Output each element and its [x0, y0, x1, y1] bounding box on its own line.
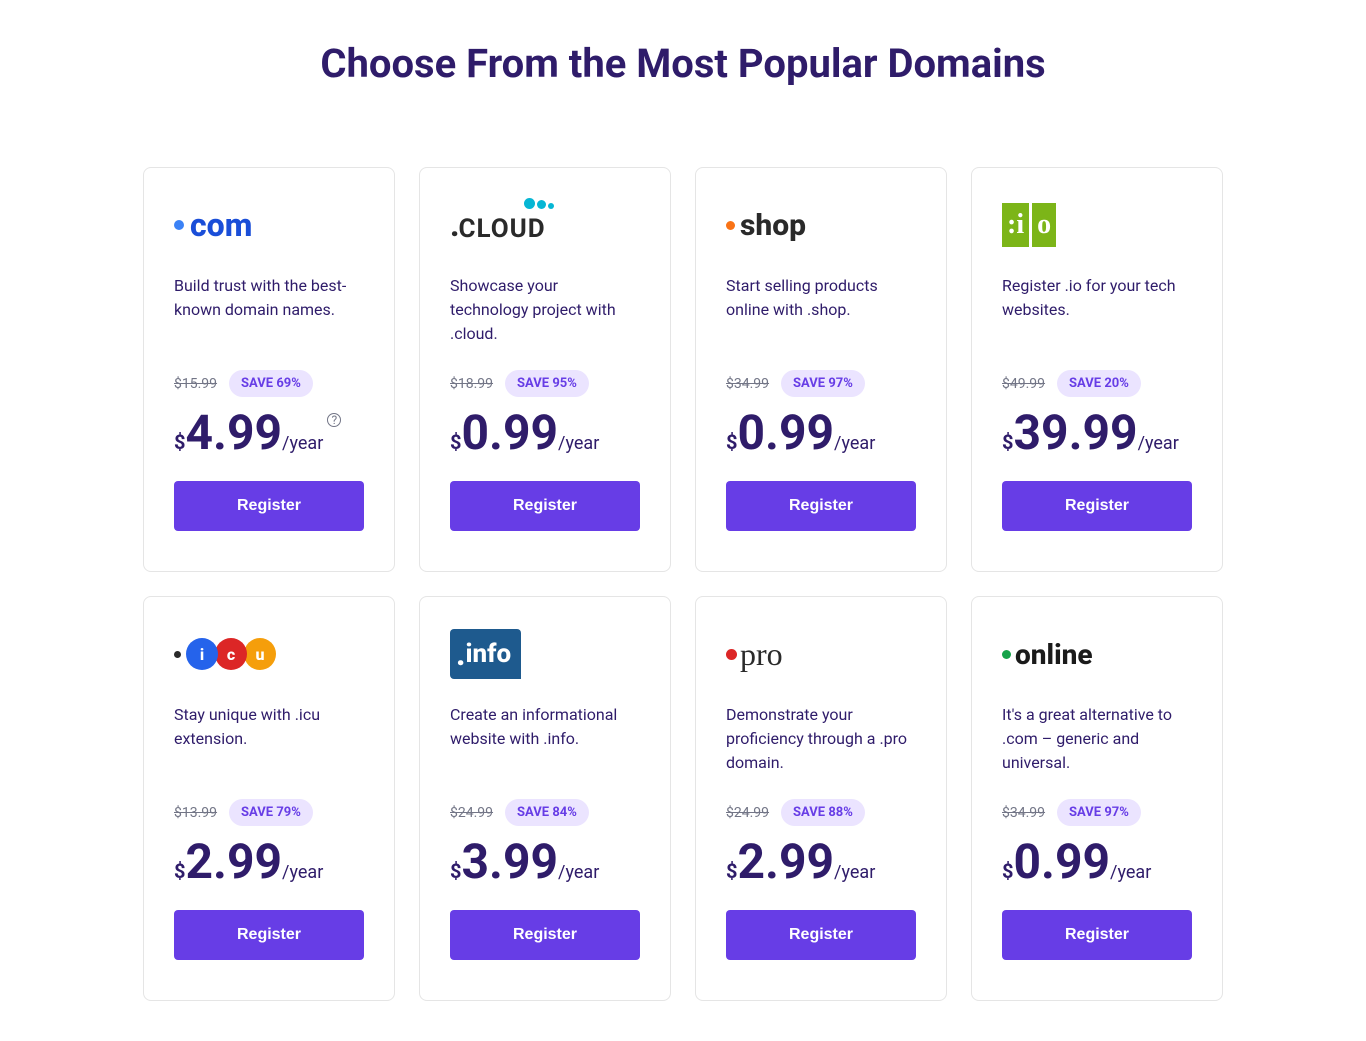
price-line: $ 39.99 /year — [1002, 409, 1192, 457]
save-badge: SAVE 97% — [1057, 799, 1141, 826]
domain-card-io: :io Register .io for your tech websites.… — [971, 167, 1223, 572]
price-period: /year — [834, 433, 875, 454]
domain-logo: shop — [726, 200, 916, 250]
price-period: /year — [282, 862, 323, 883]
domain-card-com: com Build trust with the best-known doma… — [143, 167, 395, 572]
domain-description: Showcase your technology project with .c… — [450, 274, 640, 346]
cloud-logo: .CLOUD — [450, 206, 546, 244]
domain-description: Create an informational website with .in… — [450, 703, 640, 775]
price-line: $ 2.99 /year — [174, 838, 364, 886]
price-row: $24.99 SAVE 88% — [726, 799, 916, 826]
domain-logo: online — [1002, 629, 1192, 679]
save-badge: SAVE 97% — [781, 370, 865, 397]
price-row: $18.99 SAVE 95% — [450, 370, 640, 397]
save-badge: SAVE 84% — [505, 799, 589, 826]
page-title: Choose From the Most Popular Domains — [143, 40, 1223, 87]
price-line: $ 2.99 /year — [726, 838, 916, 886]
price-line: $ 0.99 /year — [450, 409, 640, 457]
domain-card-cloud: .CLOUD Showcase your technology project … — [419, 167, 671, 572]
old-price: $24.99 — [450, 805, 493, 821]
price-line: $ 0.99 /year — [1002, 838, 1192, 886]
price-amount: 0.99 — [461, 409, 558, 457]
domain-logo: .CLOUD — [450, 200, 640, 250]
info-logo: .info — [450, 629, 521, 679]
old-price: $34.99 — [1002, 805, 1045, 821]
price-row: $13.99 SAVE 79% — [174, 799, 364, 826]
domain-card-shop: shop Start selling products online with … — [695, 167, 947, 572]
domain-card-info: .info Create an informational website wi… — [419, 596, 671, 1001]
price-period: /year — [558, 862, 599, 883]
currency-symbol: $ — [450, 430, 461, 454]
save-badge: SAVE 88% — [781, 799, 865, 826]
domain-card-pro: pro Demonstrate your proficiency through… — [695, 596, 947, 1001]
register-button[interactable]: Register — [1002, 910, 1192, 960]
price-row: $24.99 SAVE 84% — [450, 799, 640, 826]
old-price: $49.99 — [1002, 376, 1045, 392]
currency-symbol: $ — [174, 430, 185, 454]
domain-card-icu: icu Stay unique with .icu extension. $13… — [143, 596, 395, 1001]
price-row: $15.99 SAVE 69% — [174, 370, 364, 397]
save-badge: SAVE 69% — [229, 370, 313, 397]
price-amount: 2.99 — [185, 838, 282, 886]
domain-description: Start selling products online with .shop… — [726, 274, 916, 346]
currency-symbol: $ — [726, 430, 737, 454]
domain-description: Build trust with the best-known domain n… — [174, 274, 364, 346]
domain-description: Register .io for your tech websites. — [1002, 274, 1192, 346]
online-logo: online — [1002, 638, 1093, 671]
domain-description: It's a great alternative to .com – gener… — [1002, 703, 1192, 775]
currency-symbol: $ — [174, 859, 185, 883]
price-amount: 39.99 — [1013, 409, 1137, 457]
domain-logo: pro — [726, 629, 916, 679]
price-row: $34.99 SAVE 97% — [1002, 799, 1192, 826]
domain-logo: icu — [174, 629, 364, 679]
domain-description: Stay unique with .icu extension. — [174, 703, 364, 775]
price-period: /year — [282, 433, 323, 454]
save-badge: SAVE 20% — [1057, 370, 1141, 397]
icu-logo: icu — [174, 638, 276, 670]
currency-symbol: $ — [1002, 859, 1013, 883]
old-price: $34.99 — [726, 376, 769, 392]
price-amount: 0.99 — [1013, 838, 1110, 886]
price-line: $ 0.99 /year — [726, 409, 916, 457]
old-price: $15.99 — [174, 376, 217, 392]
price-line: $ 3.99 /year — [450, 838, 640, 886]
io-logo: :io — [1002, 203, 1056, 247]
currency-symbol: $ — [450, 859, 461, 883]
price-amount: 0.99 — [737, 409, 834, 457]
currency-symbol: $ — [726, 859, 737, 883]
register-button[interactable]: Register — [1002, 481, 1192, 531]
price-period: /year — [834, 862, 875, 883]
old-price: $18.99 — [450, 376, 493, 392]
price-amount: 3.99 — [461, 838, 558, 886]
domain-logo: com — [174, 200, 364, 250]
domain-logo: :io — [1002, 200, 1192, 250]
price-amount: 4.99 — [185, 409, 282, 457]
price-period: /year — [1110, 862, 1151, 883]
com-logo: com — [174, 206, 252, 244]
shop-logo: shop — [726, 208, 806, 243]
register-button[interactable]: Register — [450, 910, 640, 960]
register-button[interactable]: Register — [726, 910, 916, 960]
price-amount: 2.99 — [737, 838, 834, 886]
price-period: /year — [558, 433, 599, 454]
domain-description: Demonstrate your proficiency through a .… — [726, 703, 916, 775]
pro-logo: pro — [726, 636, 783, 673]
register-button[interactable]: Register — [450, 481, 640, 531]
currency-symbol: $ — [1002, 430, 1013, 454]
domain-logo: .info — [450, 629, 640, 679]
register-button[interactable]: Register — [174, 481, 364, 531]
domain-card-online: online It's a great alternative to .com … — [971, 596, 1223, 1001]
price-period: /year — [1138, 433, 1179, 454]
register-button[interactable]: Register — [726, 481, 916, 531]
register-button[interactable]: Register — [174, 910, 364, 960]
info-icon[interactable]: ? — [327, 413, 341, 427]
price-row: $34.99 SAVE 97% — [726, 370, 916, 397]
old-price: $24.99 — [726, 805, 769, 821]
save-badge: SAVE 79% — [229, 799, 313, 826]
save-badge: SAVE 95% — [505, 370, 589, 397]
price-row: $49.99 SAVE 20% — [1002, 370, 1192, 397]
old-price: $13.99 — [174, 805, 217, 821]
price-line: $ 4.99 /year ? — [174, 409, 364, 457]
domain-grid: com Build trust with the best-known doma… — [143, 167, 1223, 1001]
